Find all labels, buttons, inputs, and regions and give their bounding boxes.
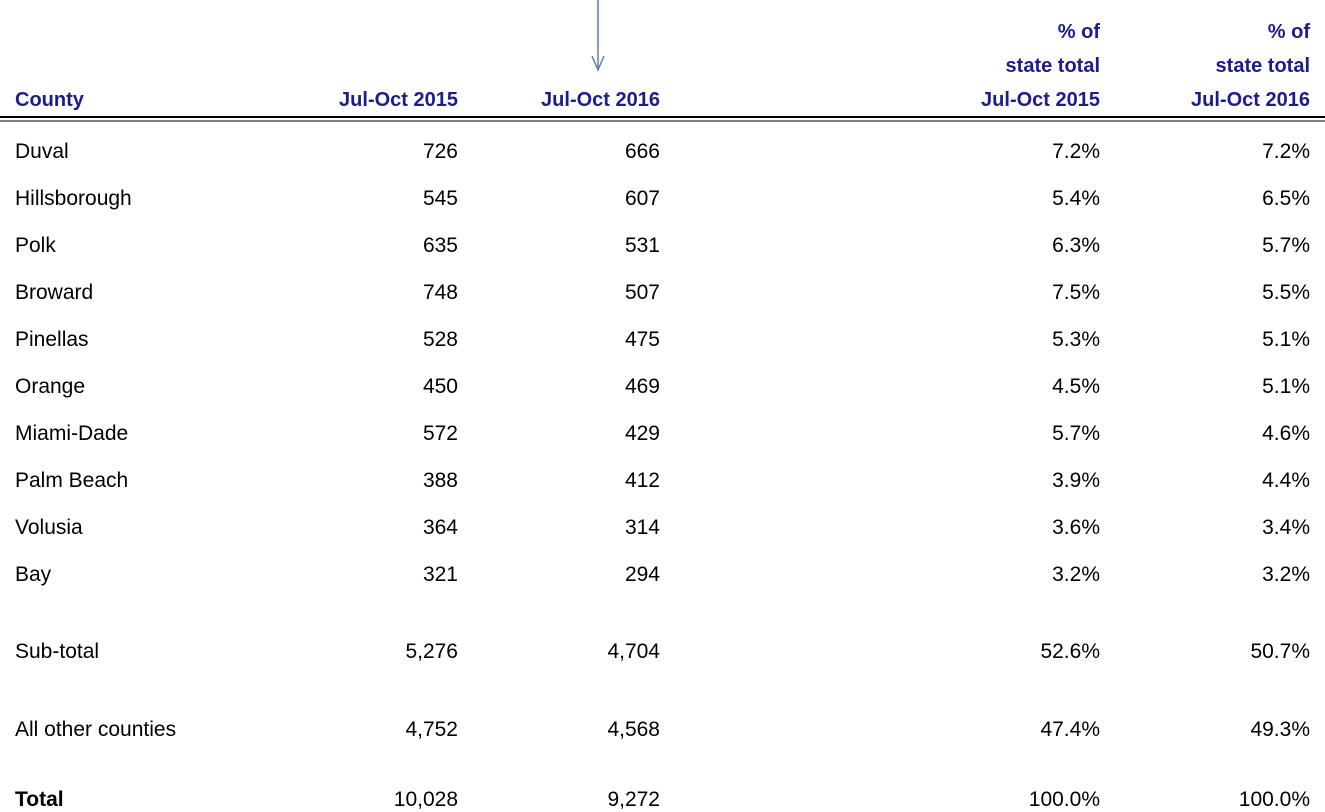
cell-value: 4,568: [607, 718, 660, 741]
cell-value: 364: [422, 516, 458, 539]
cell-value: 50.7%: [1250, 640, 1310, 663]
cell-value: 4,704: [607, 640, 660, 663]
county-name: Broward: [15, 281, 94, 304]
cell-value: 4.6%: [1262, 422, 1310, 445]
cell-value: 5,276: [405, 640, 458, 663]
cell-value: 388: [422, 469, 458, 492]
cell-value: 450: [422, 375, 458, 398]
county-name: Orange: [15, 375, 86, 398]
cell-value: 52.6%: [1040, 640, 1100, 663]
column-header: Jul-Oct 2015: [339, 89, 458, 111]
cell-value: 475: [624, 328, 660, 351]
column-header: County: [15, 89, 84, 111]
cell-value: 545: [422, 187, 458, 210]
cell-value: 666: [624, 140, 660, 163]
county-name: Palm Beach: [15, 469, 129, 492]
cell-value: 412: [624, 469, 660, 492]
column-header: state total: [1215, 55, 1310, 77]
cell-value: 531: [624, 234, 660, 257]
column-header: Jul-Oct 2016: [1191, 89, 1310, 111]
cell-value: 3.2%: [1052, 563, 1100, 586]
cell-value: 7.2%: [1052, 140, 1100, 163]
cell-value: 314: [624, 516, 660, 539]
cell-value: 47.4%: [1040, 718, 1100, 741]
cell-value: 3.4%: [1262, 516, 1310, 539]
county-name: Pinellas: [15, 328, 89, 351]
cell-value: 528: [422, 328, 458, 351]
cell-value: 10,028: [393, 788, 458, 811]
county-name: Bay: [15, 563, 52, 586]
cell-value: 9,272: [607, 788, 660, 811]
cell-value: 100.0%: [1238, 788, 1310, 811]
cell-value: 5.1%: [1262, 328, 1310, 351]
county-name: Duval: [15, 140, 69, 163]
column-header: % of: [1267, 21, 1310, 43]
cell-value: 3.6%: [1052, 516, 1100, 539]
arrow-head: [591, 55, 605, 72]
county-name: Volusia: [15, 516, 83, 539]
cell-value: 5.1%: [1262, 375, 1310, 398]
county-name: Hillsborough: [15, 187, 132, 210]
cell-value: 5.5%: [1262, 281, 1310, 304]
cell-value: 6.3%: [1052, 234, 1100, 257]
county-name: All other counties: [15, 718, 177, 741]
cell-value: 7.5%: [1052, 281, 1100, 304]
cell-value: 507: [624, 281, 660, 304]
cell-value: 5.7%: [1262, 234, 1310, 257]
column-header: state total: [1005, 55, 1100, 77]
column-header: Jul-Oct 2016: [541, 89, 660, 111]
cell-value: 49.3%: [1250, 718, 1310, 741]
cell-value: 607: [624, 187, 660, 210]
cell-value: 5.4%: [1052, 187, 1100, 210]
county-name: Polk: [15, 234, 56, 257]
cell-value: 429: [624, 422, 660, 445]
cell-value: 100.0%: [1028, 788, 1100, 811]
cell-value: 726: [422, 140, 458, 163]
column-header: % of: [1057, 21, 1100, 43]
county-name: Miami-Dade: [15, 422, 129, 445]
cell-value: 321: [422, 563, 458, 586]
cell-value: 3.9%: [1052, 469, 1100, 492]
cell-value: 4,752: [405, 718, 458, 741]
cell-value: 635: [422, 234, 458, 257]
cell-value: 5.7%: [1052, 422, 1100, 445]
cell-value: 294: [624, 563, 660, 586]
cell-value: 5.3%: [1052, 328, 1100, 351]
cell-value: 4.4%: [1262, 469, 1310, 492]
cell-value: 572: [422, 422, 458, 445]
cell-value: 469: [624, 375, 660, 398]
cell-value: 3.2%: [1262, 563, 1310, 586]
cell-value: 6.5%: [1262, 187, 1310, 210]
cell-value: 4.5%: [1052, 375, 1100, 398]
column-header: Jul-Oct 2015: [981, 89, 1100, 111]
county-name: Sub-total: [15, 640, 100, 663]
cell-value: 7.2%: [1262, 140, 1310, 163]
cell-value: 748: [422, 281, 458, 304]
county-name: Total: [15, 788, 64, 811]
